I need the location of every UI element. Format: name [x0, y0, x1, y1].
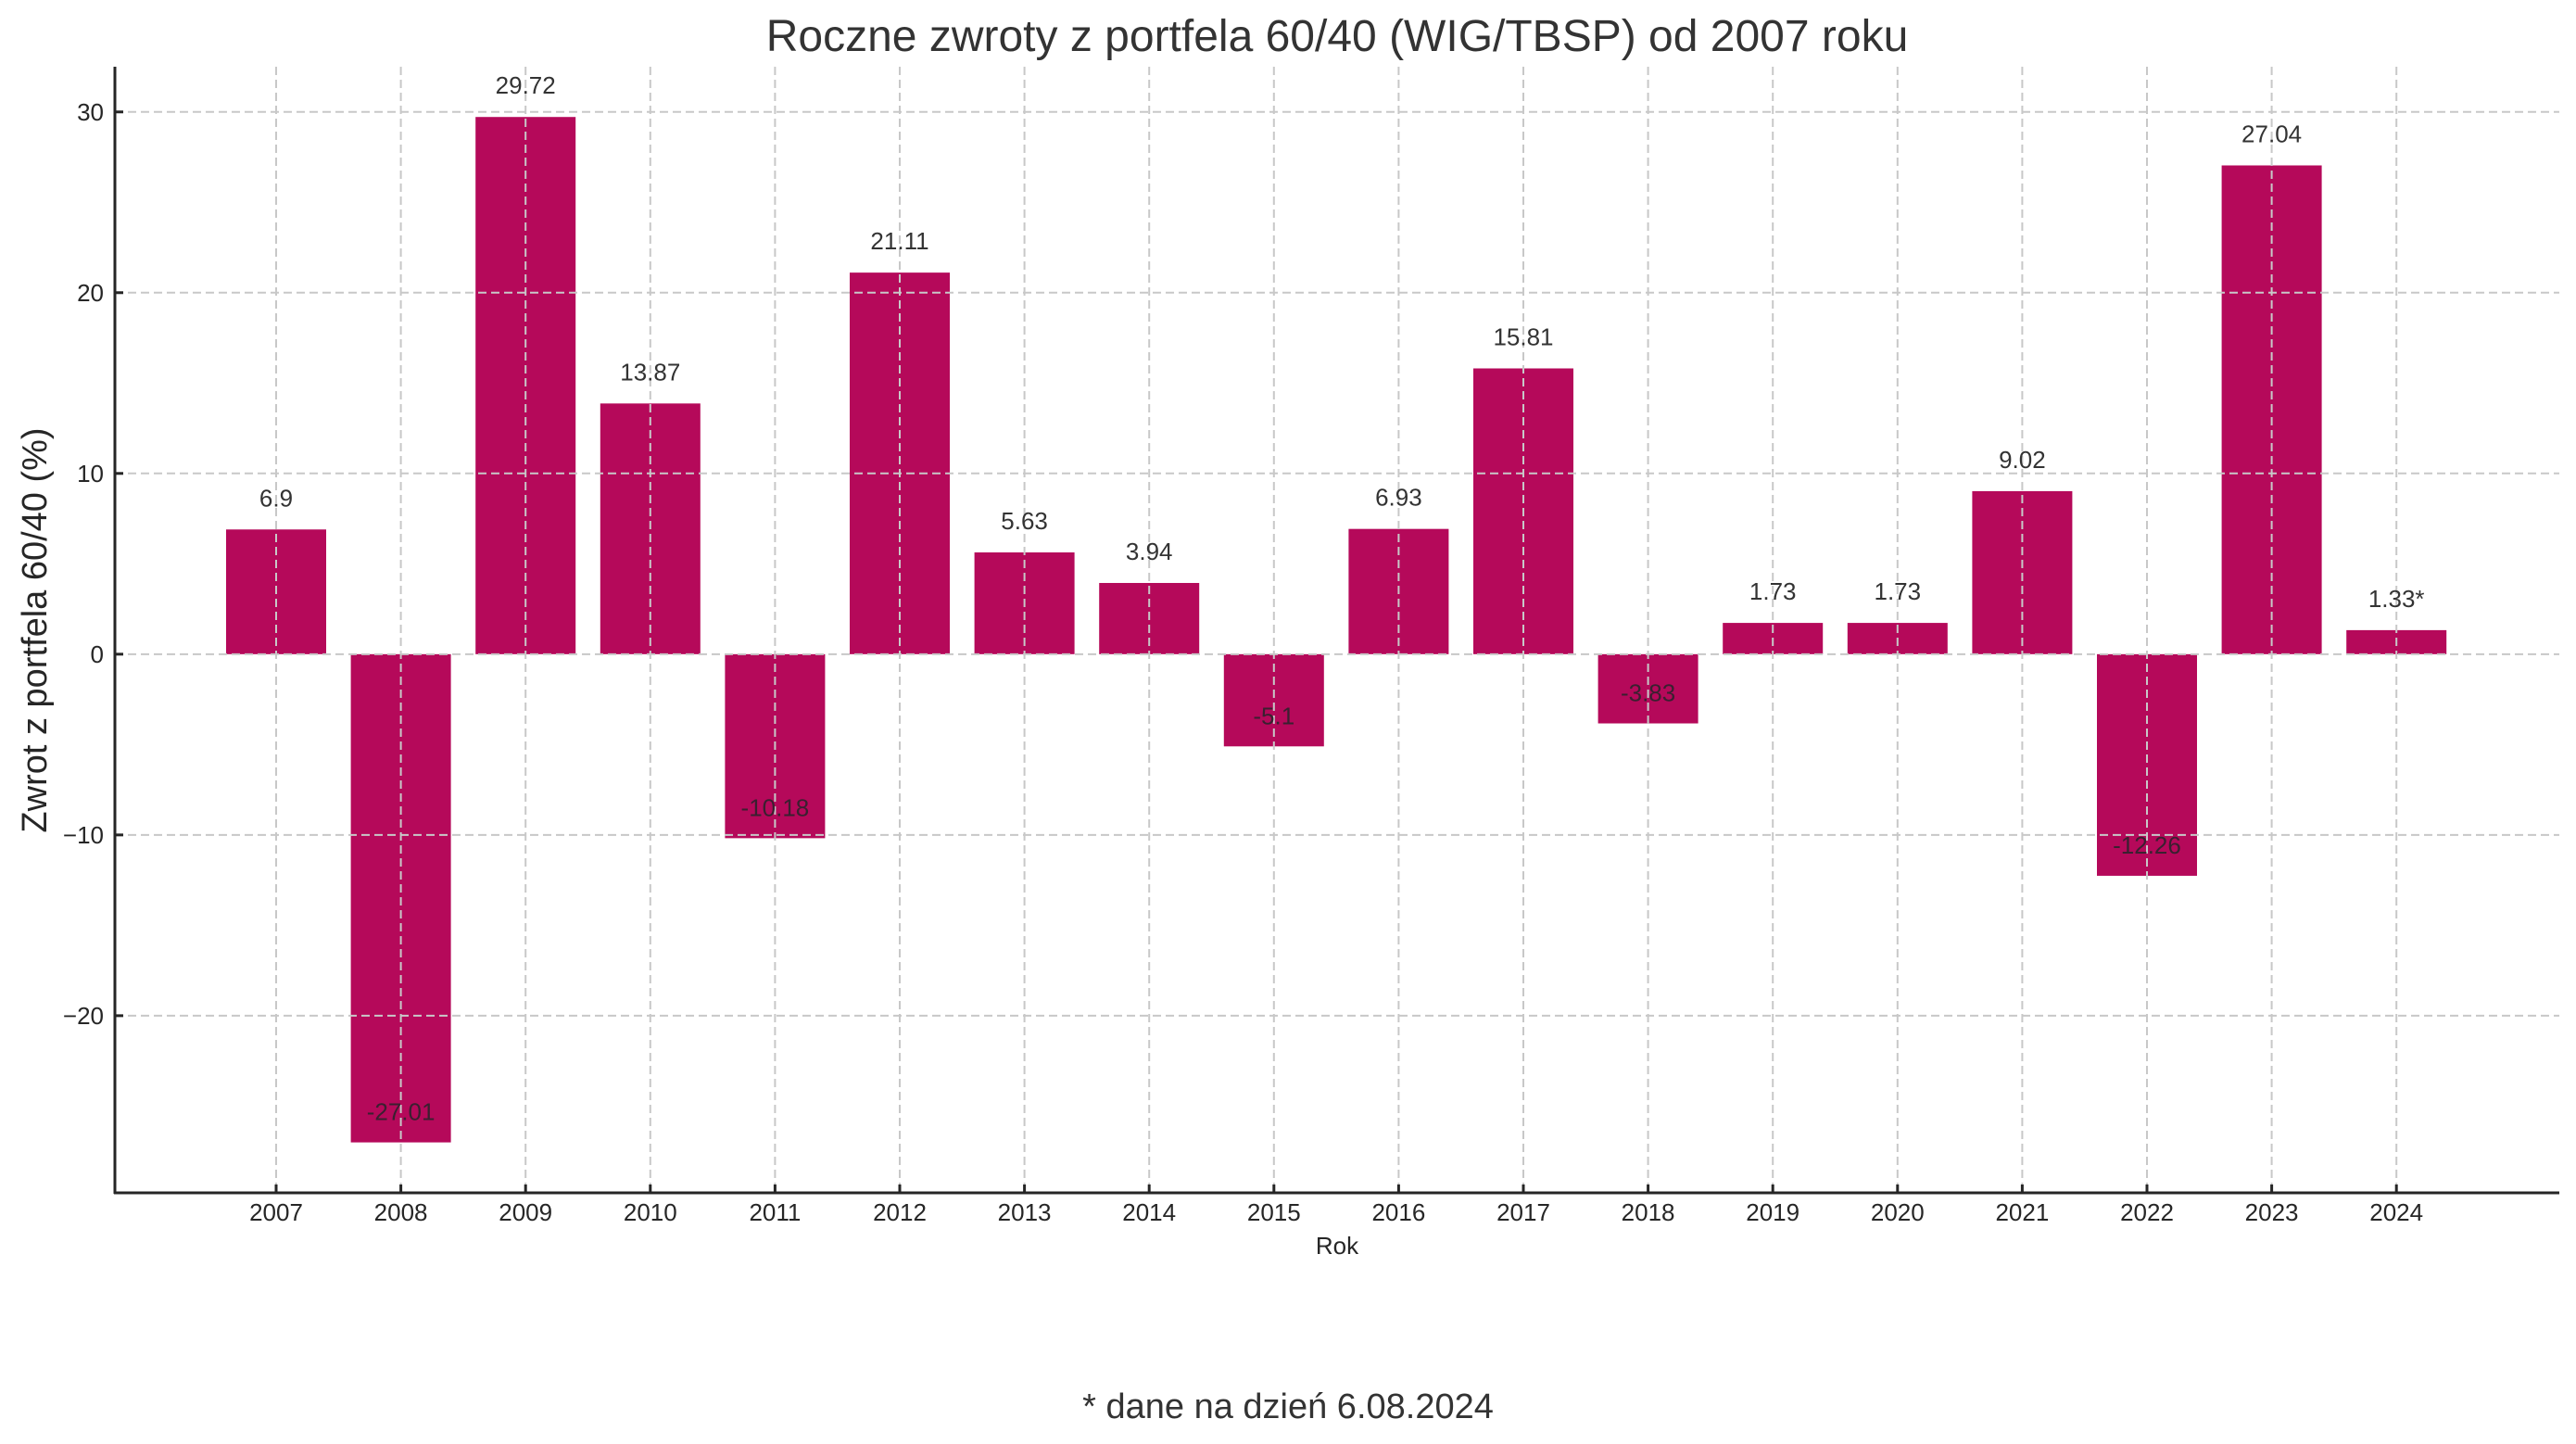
footnote: * dane na dzień 6.08.2024 — [1082, 1387, 1494, 1426]
x-tick-label: 2011 — [749, 1198, 801, 1226]
grid-lines-overlay — [115, 67, 2559, 1193]
x-tick-label: 2024 — [2369, 1198, 2423, 1226]
x-tick-label: 2013 — [998, 1198, 1052, 1226]
data-label-2016: 6.93 — [1375, 484, 1422, 512]
data-label-2022: -12.26 — [2113, 831, 2181, 859]
x-tick-label: 2008 — [374, 1198, 428, 1226]
y-tick-label: 20 — [77, 279, 104, 307]
data-label-2011: -10.18 — [741, 793, 810, 821]
x-tick-label: 2023 — [2245, 1198, 2299, 1226]
x-axis-label: Rok — [1316, 1232, 1359, 1260]
y-tick-label: −10 — [63, 821, 104, 849]
data-label-2018: -3.83 — [1621, 679, 1675, 707]
data-label-2023: 27.04 — [2241, 120, 2302, 147]
x-tick-label: 2014 — [1122, 1198, 1176, 1226]
data-label-2014: 3.94 — [1126, 538, 1173, 565]
data-label-2020: 1.73 — [1874, 577, 1921, 605]
data-labels: 6.9 -27.01 29.72 13.87 -10.18 21.11 5.63 3.94 -5… — [259, 71, 2425, 1125]
data-label-2012: 21.11 — [870, 227, 928, 255]
data-label-2009: 29.72 — [496, 71, 556, 99]
y-tick-label: 0 — [91, 640, 104, 668]
y-tick-label: 10 — [77, 460, 104, 488]
x-tick-label: 2017 — [1496, 1198, 1550, 1226]
data-label-2019: 1.73 — [1749, 577, 1797, 605]
x-tick-label: 2020 — [1871, 1198, 1925, 1226]
chart-title: Roczne zwroty z portfela 60/40 (WIG/TBSP… — [766, 12, 1909, 61]
x-tick-label: 2012 — [873, 1198, 927, 1226]
x-tick-label: 2007 — [249, 1198, 303, 1226]
data-label-2017: 15.81 — [1493, 323, 1553, 350]
data-label-2015: -5.1 — [1253, 702, 1294, 729]
x-tick-label: 2009 — [499, 1198, 552, 1226]
bars — [226, 117, 2447, 1143]
y-tick-label: 30 — [77, 98, 104, 126]
data-label-2024: 1.33* — [2368, 585, 2425, 613]
y-axis-label: Zwrot z portfela 60/40 (%) — [16, 427, 55, 832]
x-tick-label: 2018 — [1622, 1198, 1675, 1226]
x-tick-label: 2016 — [1371, 1198, 1425, 1226]
data-label-2010: 13.87 — [620, 358, 680, 386]
data-label-2021: 9.02 — [1999, 446, 2046, 474]
y-axis-ticks: −20 −10 0 10 20 30 — [63, 98, 123, 1030]
data-label-2007: 6.9 — [259, 484, 293, 512]
x-tick-label: 2022 — [2120, 1198, 2174, 1226]
data-label-2013: 5.63 — [1001, 507, 1048, 535]
x-tick-label: 2021 — [1995, 1198, 2049, 1226]
x-tick-label: 2015 — [1247, 1198, 1301, 1226]
x-tick-label: 2010 — [624, 1198, 677, 1226]
x-tick-label: 2019 — [1746, 1198, 1799, 1226]
data-label-2008: -27.01 — [367, 1098, 436, 1126]
x-axis-ticks: 2007 2008 2009 2010 2011 2012 2013 2014 2015 2016… — [249, 1184, 2423, 1226]
y-tick-label: −20 — [63, 1002, 104, 1030]
